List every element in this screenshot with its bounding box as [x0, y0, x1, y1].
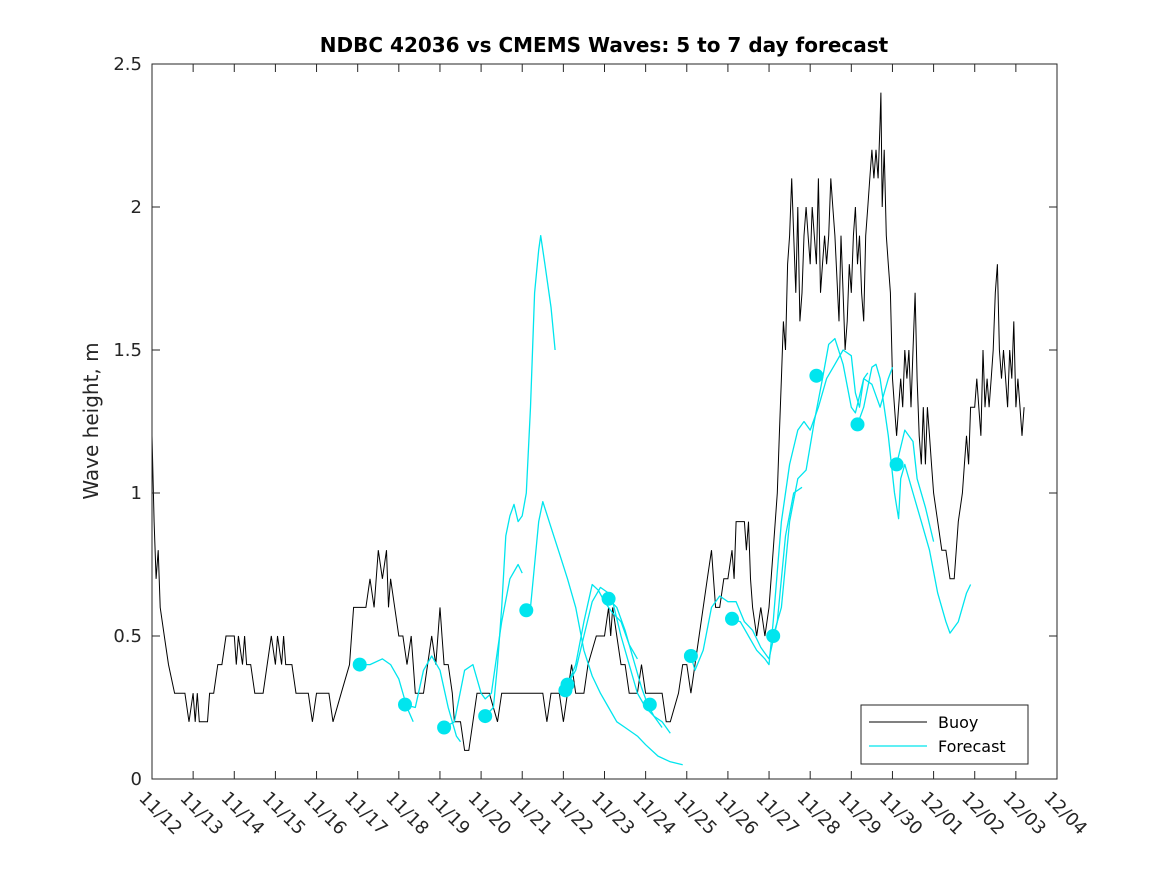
x-tick-label: 12/04 [1039, 788, 1091, 840]
x-tick-label: 11/27 [752, 788, 804, 840]
y-axis: 0 0.5 1 1.5 2 2.5 [113, 54, 1057, 790]
forecast-start-marker [352, 657, 367, 672]
forecast-line [443, 563, 523, 729]
legend: Buoy Forecast [860, 704, 1029, 765]
forecast-line [564, 583, 638, 691]
x-tick-label: 12/02 [957, 788, 1009, 840]
y-tick-label: 2 [131, 197, 142, 218]
forecast-line [484, 234, 556, 717]
x-tick-label: 12/03 [998, 788, 1050, 840]
buoy-series [152, 92, 1025, 751]
x-tick-label: 11/21 [505, 788, 557, 840]
forecast-line [772, 337, 894, 637]
y-axis-label: Wave height, m [79, 342, 103, 499]
forecast-line [731, 349, 869, 666]
x-tick-label: 11/28 [793, 788, 845, 840]
forecast-start-marker [725, 611, 739, 626]
forecast-line [690, 486, 803, 671]
x-tick-label: 11/26 [710, 788, 762, 840]
y-tick-label: 2.5 [113, 54, 142, 75]
x-tick-label: 11/16 [299, 788, 351, 840]
forecast-start-marker [889, 457, 904, 472]
forecast-start-marker [683, 649, 698, 663]
legend-box [860, 704, 1029, 765]
x-tick-label: 11/29 [834, 788, 886, 840]
x-tick-label: 11/24 [628, 788, 680, 840]
forecast-start-marker [850, 417, 865, 432]
x-tick-label: 11/12 [134, 788, 186, 840]
forecast-start-marker [478, 709, 493, 724]
x-tick-label: 11/14 [217, 788, 269, 840]
x-tick-label: 11/23 [587, 788, 639, 840]
forecast-start-marker [601, 591, 616, 606]
forecast-line [895, 429, 935, 542]
y-tick-label: 1 [131, 483, 142, 504]
x-tick-label: 11/20 [464, 788, 516, 840]
forecast-start-marker [809, 368, 824, 383]
forecast-start-marker [519, 603, 534, 618]
forecast-start-marker [642, 697, 657, 712]
y-tick-label: 0.5 [113, 626, 142, 647]
forecast-line [608, 598, 671, 734]
forecast-line [404, 655, 462, 743]
forecast-line [525, 500, 683, 766]
y-tick-label: 0 [131, 769, 142, 790]
chart-title: NDBC 42036 vs CMEMS Waves: 5 to 7 day fo… [320, 33, 889, 57]
y-tick-label: 1.5 [113, 340, 142, 361]
plot-area-frame [151, 63, 1058, 780]
x-tick-label: 12/01 [916, 788, 968, 840]
forecast-line [856, 363, 972, 634]
forecast-markers [352, 368, 904, 735]
forecast-start-marker [398, 697, 412, 712]
forecast-line [359, 658, 414, 723]
x-tick-label: 11/25 [669, 788, 721, 840]
x-tick-label: 11/13 [176, 788, 228, 840]
buoy-line [152, 92, 1025, 751]
x-tick-label: 11/22 [546, 788, 598, 840]
x-tick-label: 11/19 [422, 788, 474, 840]
forecast-start-marker [766, 629, 781, 643]
legend-label-forecast: Forecast [938, 737, 1006, 756]
legend-label-buoy: Buoy [938, 713, 978, 732]
x-tick-label: 11/17 [340, 788, 392, 840]
x-tick-label: 11/30 [875, 788, 927, 840]
forecast-start-marker [437, 720, 452, 735]
forecast-start-marker [560, 677, 575, 692]
x-tick-label: 11/15 [258, 788, 310, 840]
x-tick-label: 11/18 [381, 788, 433, 840]
